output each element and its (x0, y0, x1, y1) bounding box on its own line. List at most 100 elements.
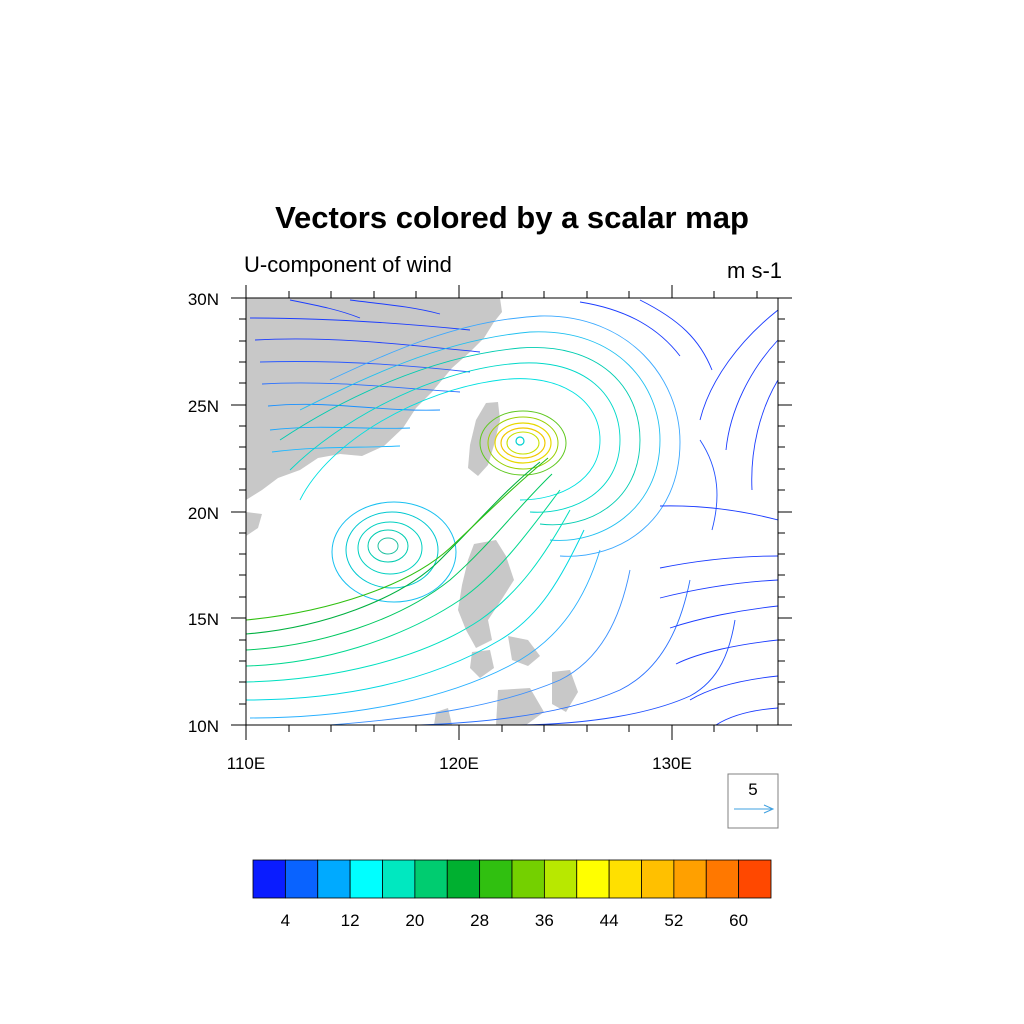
colorbar-label: 60 (729, 911, 748, 930)
colorbar-swatch (252, 859, 286, 899)
streamline (249, 317, 471, 331)
colorbar-swatch (673, 859, 707, 899)
circulation-ring (367, 529, 409, 563)
colorbar-label: 44 (600, 911, 619, 930)
circulation-ring (357, 521, 423, 575)
lat-label-15n: 15N (188, 610, 219, 629)
colorbar-swatch (641, 859, 675, 899)
colorbar-label: 36 (535, 911, 554, 930)
reference-vector-legend: 5 (727, 773, 779, 829)
streamline (659, 555, 778, 569)
streamlines-layer (246, 299, 778, 725)
streamline (289, 299, 361, 319)
lat-label-25n: 25N (188, 397, 219, 416)
land-mindoro (470, 650, 494, 678)
land-layer (246, 298, 578, 725)
lon-label-120e: 120E (439, 754, 479, 773)
colorbar-swatch (511, 859, 545, 899)
streamline (699, 439, 718, 531)
streamline (267, 403, 441, 411)
streamline (419, 579, 691, 725)
streamline (715, 707, 778, 725)
colorbar-label: 28 (470, 911, 489, 930)
cyclone-ring (500, 427, 546, 459)
colorbar-label: 4 (281, 911, 290, 930)
streamline (246, 509, 571, 683)
streamline (639, 299, 713, 371)
streamline (289, 362, 621, 513)
streamline (329, 315, 681, 557)
streamline (271, 445, 401, 453)
colorbar-swatch (738, 859, 772, 899)
streamline (579, 301, 681, 357)
colorbar-swatch (576, 859, 610, 899)
streamline (659, 505, 778, 521)
streamline (279, 347, 641, 526)
map-title: Vectors colored by a scalar map (275, 200, 749, 235)
cyclone-ring (487, 416, 559, 470)
colorbar-swatch (414, 859, 448, 899)
lon-labels: 110E 120E 130E (227, 754, 692, 773)
land-mainland (246, 298, 502, 500)
streamline (246, 461, 541, 635)
left-string: U-component of wind (244, 252, 452, 277)
streamline (519, 619, 736, 725)
streamline (751, 379, 778, 491)
colorbar-swatch (284, 859, 319, 899)
colorbar-swatch (382, 859, 416, 899)
land-hainan (246, 512, 262, 536)
cyclone-ring (494, 422, 552, 464)
streamline (299, 378, 601, 501)
cyclone-ring (479, 410, 567, 476)
lon-label-110e: 110E (227, 754, 265, 773)
colorbar-label: 12 (341, 911, 360, 930)
streamline (261, 382, 461, 393)
streamline (246, 457, 549, 621)
streamline (299, 331, 661, 541)
streamline (246, 473, 553, 651)
axis-ticks (231, 285, 792, 740)
lat-label-10n: 10N (188, 717, 219, 736)
streamline (675, 639, 778, 665)
lat-labels: 30N 25N 20N 15N 10N (188, 290, 219, 736)
streamline (699, 309, 778, 421)
map-panel: 30N 25N 20N 15N 10N 110E 120E 130E (188, 285, 792, 773)
streamline (689, 675, 778, 701)
colorbar-label: 52 (664, 911, 683, 930)
streamline (246, 529, 585, 701)
streamline (349, 299, 441, 315)
cyclone-center (515, 436, 525, 446)
reference-vector-label: 5 (748, 780, 757, 799)
colorbar-swatch (608, 859, 642, 899)
colorbar-swatch (317, 859, 351, 899)
units-string: m s-1 (727, 258, 782, 283)
streamline (659, 579, 778, 599)
circulation-ring (331, 501, 457, 603)
colorbar-swatch (705, 859, 740, 899)
circulation-ring (377, 537, 399, 555)
lat-label-30n: 30N (188, 290, 219, 309)
streamline (259, 361, 471, 373)
circulation-ring (345, 511, 439, 589)
cyclone-ring (506, 431, 540, 455)
streamline (669, 605, 778, 629)
lon-label-130e: 130E (652, 754, 692, 773)
colorbar: 4 12 20 28 36 44 52 60 (252, 859, 772, 930)
lat-label-20n: 20N (188, 504, 219, 523)
colorbar-swatch (479, 859, 513, 899)
land-panay (496, 688, 544, 725)
land-luzon (458, 540, 514, 648)
colorbar-swatch (349, 859, 383, 899)
reference-vector-box (727, 773, 779, 829)
streamline (725, 339, 778, 451)
colorbar-label: 20 (405, 911, 424, 930)
land-samar (508, 636, 540, 666)
streamline (269, 426, 411, 431)
streamline (329, 569, 631, 725)
colorbar-swatch (446, 859, 481, 899)
streamline (254, 338, 481, 353)
streamline (249, 549, 601, 719)
colorbar-swatch (543, 859, 578, 899)
streamline (246, 489, 561, 667)
